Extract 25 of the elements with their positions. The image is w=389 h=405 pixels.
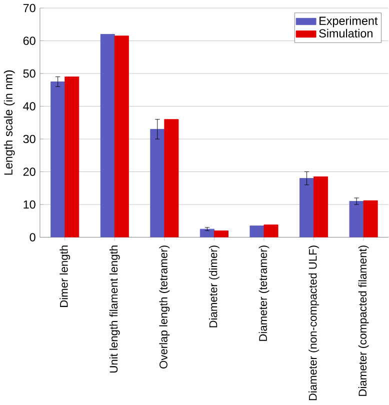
x-tick-label: Unit length filament length (110, 246, 120, 372)
y-tick-label: 50 (23, 69, 36, 78)
bar (214, 230, 229, 238)
y-tick-label: 60 (24, 36, 36, 45)
x-tick-label: Overlap length (tetramer) (159, 246, 170, 368)
bar (264, 224, 278, 238)
x-tick-label: Diameter (non-compacted ULF) (308, 246, 320, 400)
bar (363, 200, 378, 238)
y-tick-label: 40 (23, 102, 36, 110)
bar (114, 36, 130, 238)
legend-label: Experiment (320, 16, 378, 28)
y-tick-label: 30 (23, 134, 36, 144)
y-tick-label: 20 (24, 168, 36, 176)
bar (314, 176, 328, 238)
x-tick-label: Diameter (compacted filament) (358, 246, 369, 396)
y-tick-label: 10 (24, 200, 36, 209)
bar (164, 119, 179, 238)
y-tick-label: 0 (30, 233, 36, 242)
x-tick-label: Dimer length (60, 246, 70, 307)
bar (64, 76, 80, 238)
x-tick-label: Diameter (dimer) (209, 246, 220, 328)
x-tick-label: Diameter (tetramer) (258, 246, 270, 341)
legend-label: Simulation (319, 28, 373, 38)
y-tick-label: 70 (24, 4, 36, 12)
y-axis-title: Length scale (in nm) (4, 70, 15, 175)
